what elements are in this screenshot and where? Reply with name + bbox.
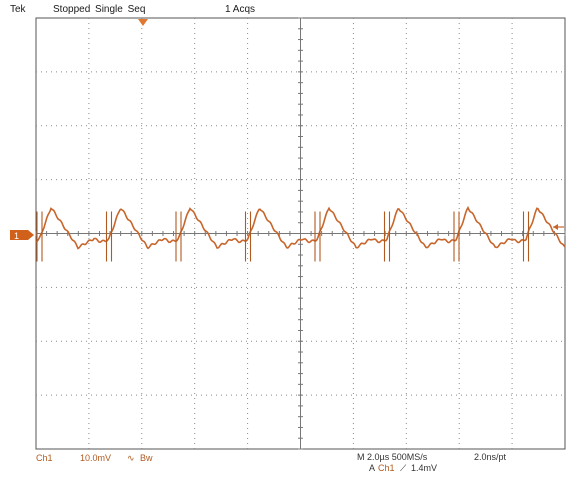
trigger-position-marker: [138, 19, 148, 26]
brand-label: Tek: [10, 4, 26, 15]
bandwidth-limit-label: Bw: [140, 453, 153, 463]
acquisition-count: 1 Acqs: [225, 4, 256, 15]
trigger-slope-icon: ⟋: [400, 463, 407, 473]
timebase-readout: M 2.0µs 500MS/s: [357, 452, 428, 462]
channel1-scale: 10.0mV: [80, 453, 112, 463]
time-per-point-readout: 2.0ns/pt: [474, 452, 507, 462]
channel1-waveform: [35, 205, 566, 250]
readout-bar: Ch1 10.0mV ∿ Bw M 2.0µs 500MS/s 2.0ns/pt…: [0, 449, 569, 479]
acquisition-status: Stopped Single Seq: [53, 4, 146, 15]
trigger-level-readout: 1.4mV: [411, 463, 438, 473]
trigger-prefix: A: [369, 463, 376, 473]
graticule-center-ticks: [35, 17, 566, 450]
channel1-label: Ch1: [36, 453, 53, 463]
trigger-source: Ch1: [378, 463, 395, 473]
channel1-waveform-spikes: [36, 211, 530, 262]
coupling-symbol-icon: ∿: [127, 453, 135, 463]
channel1-ground-marker-label: 1: [14, 231, 19, 241]
channel1-ground-marker: 1: [10, 230, 34, 241]
status-bar: Tek Stopped Single Seq 1 Acqs: [0, 0, 569, 18]
trigger-level-marker: [553, 224, 564, 230]
